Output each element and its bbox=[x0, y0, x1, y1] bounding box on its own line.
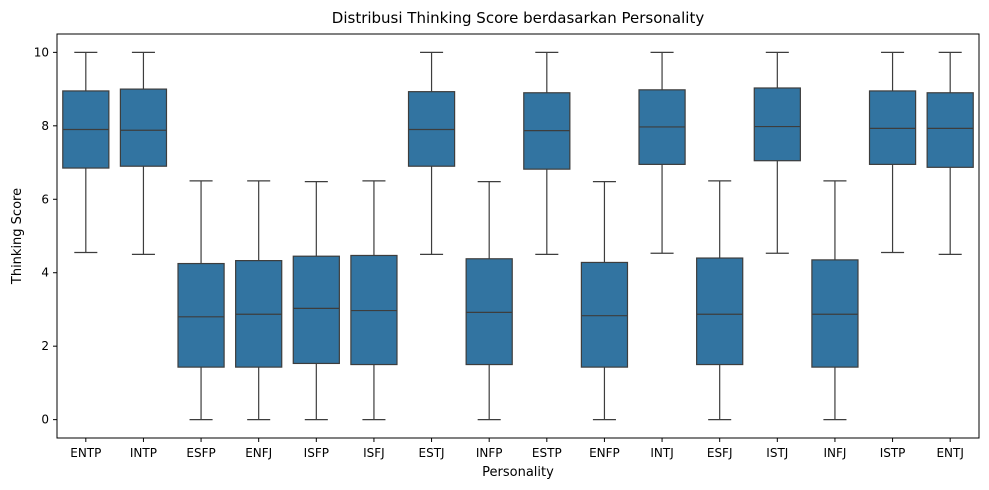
x-tick-label-infj: INFJ bbox=[823, 446, 846, 460]
x-tick-label-entp: ENTP bbox=[70, 446, 101, 460]
y-tick-label: 2 bbox=[41, 339, 49, 353]
y-axis-title: Thinking Score bbox=[10, 188, 25, 285]
box-istp bbox=[868, 51, 917, 254]
box-enfj bbox=[235, 180, 283, 421]
box-infj bbox=[811, 180, 859, 421]
x-tick-label-intp: INTP bbox=[130, 446, 157, 460]
x-axis-title: Personality bbox=[482, 465, 554, 480]
iqr-box bbox=[465, 258, 513, 366]
x-tick-label-infp: INFP bbox=[476, 446, 503, 460]
iqr-box bbox=[753, 87, 801, 162]
x-tick-label-istp: ISTP bbox=[880, 446, 906, 460]
box-entp bbox=[62, 51, 110, 254]
x-tick-label-istj: ISTJ bbox=[766, 446, 788, 460]
y-tick-label: 6 bbox=[41, 192, 49, 206]
x-tick-label-isfp: ISFP bbox=[304, 446, 329, 460]
box-isfp bbox=[292, 181, 340, 421]
x-tick-label-isfj: ISFJ bbox=[363, 446, 385, 460]
x-tick-label-intj: INTJ bbox=[650, 446, 673, 460]
x-tick-label-estp: ESTP bbox=[532, 446, 562, 460]
box-intp bbox=[119, 51, 168, 255]
iqr-box bbox=[811, 259, 859, 368]
box-entj bbox=[926, 51, 974, 255]
plot-frame bbox=[56, 33, 980, 439]
x-tick-label-enfj: ENFJ bbox=[245, 446, 272, 460]
box-isfj bbox=[350, 180, 398, 421]
box-infp bbox=[465, 181, 513, 421]
box-estp bbox=[523, 51, 571, 255]
iqr-box bbox=[119, 88, 168, 167]
x-tick-label-enfp: ENFP bbox=[589, 446, 620, 460]
y-tick-label: 10 bbox=[34, 45, 49, 59]
iqr-box bbox=[868, 90, 917, 165]
x-tick-label-esfp: ESFP bbox=[186, 446, 215, 460]
plot-area bbox=[62, 51, 974, 421]
y-tick-label: 8 bbox=[41, 119, 49, 133]
chart-title: Distribusi Thinking Score berdasarkan Pe… bbox=[332, 9, 705, 27]
y-axis: 0 2 4 6 8 10 bbox=[34, 45, 57, 427]
x-axis: ENTP INTP ESFP ENFJ ISFP ISFJ ESTJ INFP ESTP ENFP… bbox=[70, 438, 964, 460]
y-tick-label: 4 bbox=[41, 266, 49, 280]
box-esfp bbox=[177, 180, 225, 421]
box-esfj bbox=[696, 180, 744, 421]
box-istj bbox=[753, 51, 801, 254]
iqr-box bbox=[696, 257, 744, 366]
iqr-box bbox=[177, 262, 225, 368]
x-tick-label-entj: ENTJ bbox=[936, 446, 963, 460]
x-tick-label-esfj: ESFJ bbox=[707, 446, 733, 460]
iqr-box bbox=[292, 255, 340, 365]
y-tick-label: 0 bbox=[41, 413, 49, 427]
box-intj bbox=[638, 51, 686, 254]
box-estj bbox=[407, 51, 456, 255]
iqr-box bbox=[580, 261, 629, 368]
box-enfp bbox=[580, 181, 629, 421]
iqr-box bbox=[926, 92, 974, 168]
x-tick-label-estj: ESTJ bbox=[419, 446, 445, 460]
